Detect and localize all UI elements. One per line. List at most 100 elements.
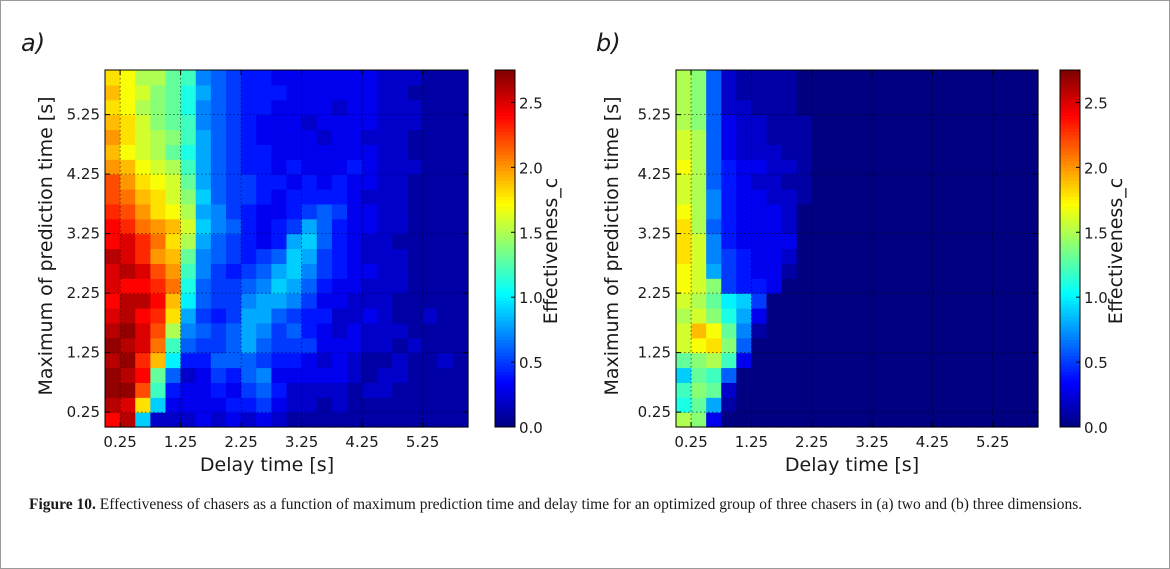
heatmap-a-cell: [256, 189, 272, 205]
heatmap-a-cell: [150, 322, 167, 339]
heatmap-a-cell: [180, 293, 197, 309]
heatmap-b-cell: [796, 159, 813, 175]
heatmap-a-cell: [331, 129, 348, 145]
heatmap-b-cell: [902, 218, 918, 235]
heatmap-a-cell: [256, 159, 272, 175]
heatmap-b-colorbar-step: [1060, 105, 1080, 110]
heatmap-a-cell: [271, 203, 288, 220]
heatmap-b-cell: [1007, 99, 1024, 116]
heatmap-a-cell: [301, 308, 318, 324]
heatmap-a-cell: [241, 322, 257, 339]
heatmap-a-cell: [377, 263, 393, 279]
heatmap-a-cell: [271, 322, 288, 339]
heatmap-b-colorbar-step: [1060, 365, 1080, 370]
heatmap-b-cell: [902, 367, 918, 383]
heatmap-a-cell: [347, 278, 363, 294]
heatmap-a-cell: [120, 308, 136, 324]
heatmap-b-cell: [841, 293, 858, 309]
heatmap-a-colorbar-step: [495, 144, 515, 149]
heatmap-b-cell: [872, 382, 888, 398]
heatmap-b-colorbar-step: [1060, 417, 1080, 422]
heatmap-a-cell: [195, 322, 212, 339]
heatmap-a-cell: [286, 114, 303, 131]
heatmap-b-cell: [872, 233, 888, 250]
heatmap-a-cell: [316, 189, 333, 205]
heatmap-a-cell: [120, 412, 136, 428]
heatmap-b-cell: [887, 70, 903, 86]
heatmap-b-colorbar-step: [1060, 118, 1080, 123]
heatmap-b-cell: [932, 129, 949, 145]
heatmap-b-cell: [887, 218, 903, 235]
heatmap-b-cell: [857, 248, 873, 264]
heatmap-a-cell: [241, 367, 257, 383]
heatmap-a-cell: [105, 278, 121, 294]
heatmap-b-cell: [917, 278, 934, 294]
heatmap-b-cell: [706, 248, 722, 264]
heatmap-b-cell: [721, 337, 737, 354]
heatmap-a-cell: [377, 218, 393, 235]
heatmap-a-cell: [316, 248, 333, 264]
heatmap-b-cell: [766, 278, 783, 294]
heatmap-a-cell: [392, 382, 409, 398]
heatmap-a-cell: [452, 189, 469, 205]
heatmap-b-cell: [887, 367, 903, 383]
heatmap-b-cell: [1022, 412, 1039, 428]
heatmap-b-y-tick-label: 0.25: [638, 403, 671, 421]
heatmap-a-cell: [105, 352, 121, 369]
heatmap-b-cell: [811, 293, 828, 309]
heatmap-b-cell: [902, 129, 918, 145]
heatmap-a-cell: [452, 233, 469, 250]
heatmap-b-y-tick-label: 5.25: [638, 106, 671, 124]
heatmap-a-cell: [331, 367, 348, 383]
heatmap-a-cell: [452, 129, 469, 145]
heatmap-a-cell: [120, 352, 136, 369]
heatmap-b-colorbar-step: [1060, 384, 1080, 389]
heatmap-b-cell: [902, 233, 918, 250]
heatmap-a-cell: [165, 397, 182, 413]
heatmap-a-cell: [165, 144, 182, 160]
heatmap-b-cell: [706, 397, 722, 413]
heatmap-a-colorbar-step: [495, 170, 515, 175]
heatmap-b-cell: [917, 397, 934, 413]
heatmap-a-cell: [392, 159, 409, 175]
heatmap-a-colorbar: [494, 69, 516, 428]
heatmap-b-cell: [932, 84, 949, 101]
heatmap-a-cell: [301, 99, 318, 116]
heatmap-a-colorbar-step: [495, 193, 515, 198]
heatmap-a-cell: [422, 367, 439, 383]
heatmap-a-cell: [407, 189, 424, 205]
heatmap-b-cell: [676, 114, 692, 131]
heatmap-b-cell: [1007, 70, 1024, 86]
heatmap-b-cell: [1022, 293, 1039, 309]
heatmap-b-cell: [751, 84, 768, 101]
heatmap-b-cell: [1022, 159, 1039, 175]
heatmap-a-cell: [377, 84, 393, 101]
heatmap-b-cell: [1007, 263, 1024, 279]
heatmap-a-cell: [347, 99, 363, 116]
heatmap-a-cell: [331, 293, 348, 309]
heatmap-b-colorbar-step: [1060, 206, 1080, 211]
heatmap-b-cell: [857, 129, 873, 145]
heatmap-a-cell: [407, 397, 424, 413]
heatmap-b-cell: [826, 233, 843, 250]
heatmap-b-cell: [781, 263, 798, 279]
heatmap-b-cell: [887, 203, 903, 220]
heatmap-a-cell: [347, 129, 363, 145]
heatmap-a-cell: [120, 233, 136, 250]
heatmap-a-colorbar-step: [495, 394, 515, 399]
heatmap-a-cell: [301, 70, 318, 86]
heatmap-b-colorbar-step: [1060, 212, 1080, 217]
heatmap-b-cell: [751, 397, 768, 413]
heatmap-b-colorbar-step: [1060, 401, 1080, 405]
heatmap-b-cell: [962, 99, 979, 116]
heatmap-a-colorbar-step: [495, 300, 515, 305]
heatmap-b-cell: [977, 248, 994, 264]
heatmap-a-cell: [316, 352, 333, 369]
heatmap-b-cell: [841, 322, 858, 339]
heatmap-b-cell: [811, 114, 828, 131]
heatmap-b-cell: [887, 129, 903, 145]
heatmap-b-colorbar-step: [1060, 73, 1080, 77]
heatmap-b-cell: [857, 189, 873, 205]
heatmap-a-cell: [362, 174, 378, 190]
heatmap-a-colorbar-tick-label: 2.5: [519, 94, 543, 112]
